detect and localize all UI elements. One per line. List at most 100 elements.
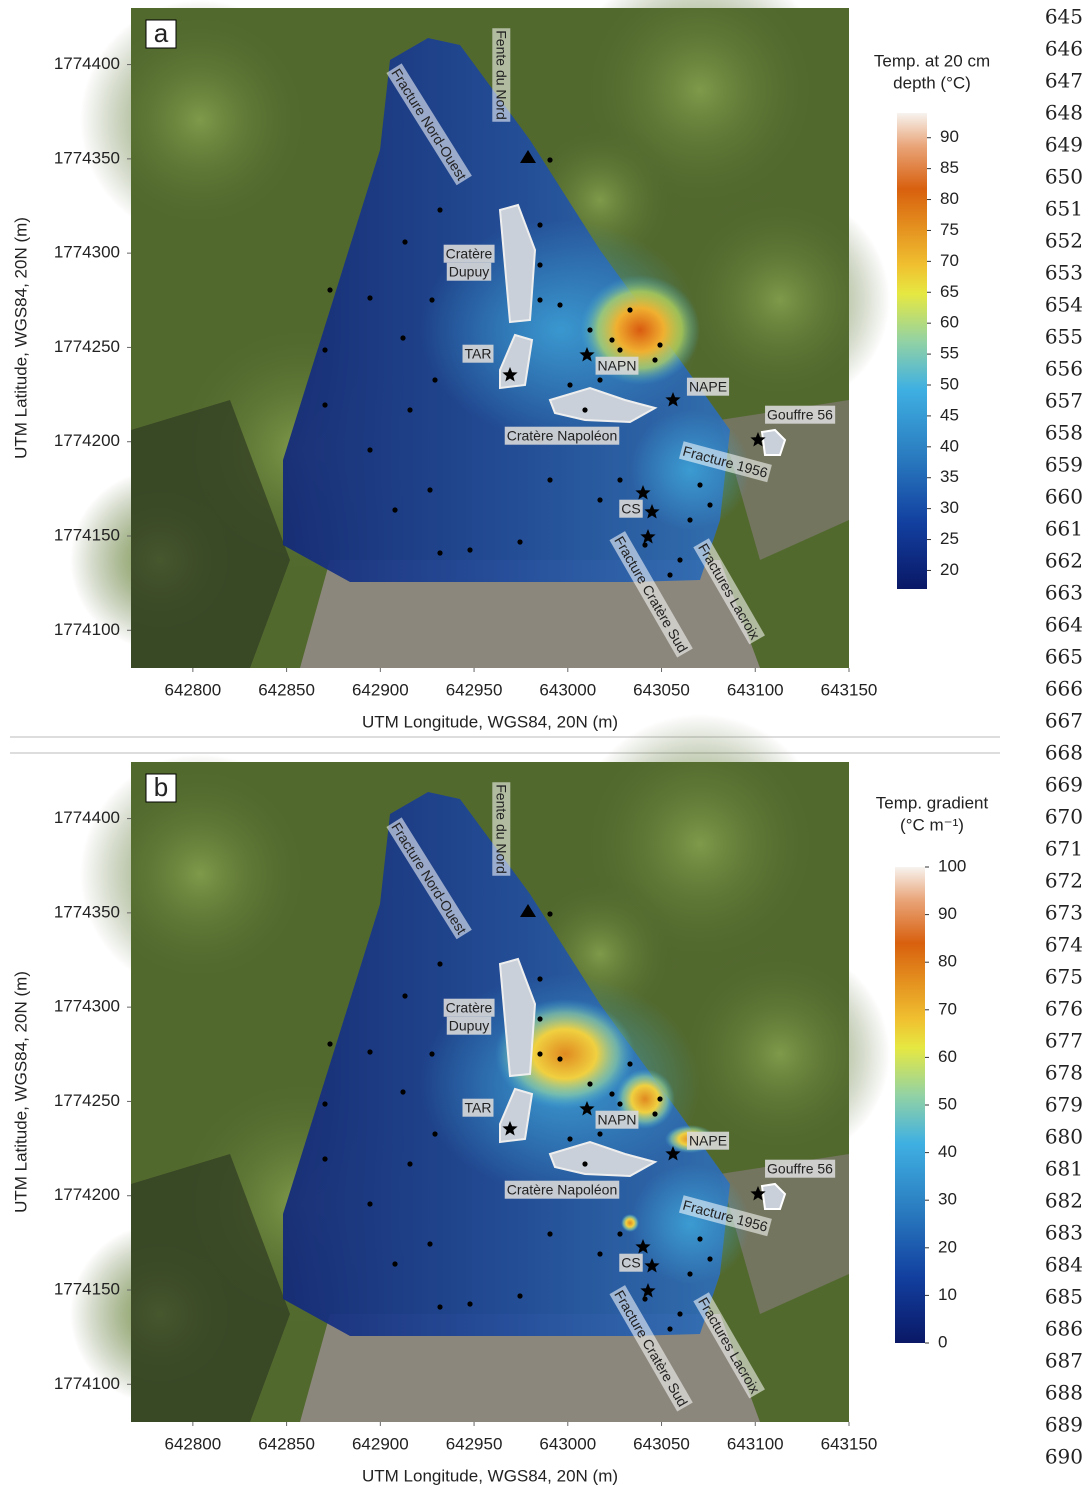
crater xyxy=(498,957,537,1078)
panel-label: a xyxy=(154,18,169,48)
measurement-point xyxy=(587,1081,593,1087)
x-tick-label: 643100 xyxy=(727,1434,784,1453)
line-number: 648 xyxy=(1045,101,1083,125)
colorbar-tick-label: 60 xyxy=(938,1047,957,1066)
panel-label-box xyxy=(145,773,177,803)
line-number: 657 xyxy=(1045,389,1083,413)
line-number: 667 xyxy=(1045,709,1083,733)
colorbar-tick-label: 30 xyxy=(940,498,959,517)
crater xyxy=(760,1182,787,1210)
measurement-point xyxy=(707,1256,713,1262)
map-annotation: Cratère xyxy=(446,246,493,262)
map-annotation: Fente du Nord xyxy=(493,30,509,120)
measurement-point xyxy=(587,327,593,333)
measurement-point xyxy=(582,1161,588,1167)
line-number: 670 xyxy=(1045,805,1083,829)
crater xyxy=(548,1140,658,1178)
line-number: 656 xyxy=(1045,357,1083,381)
measurement-point xyxy=(609,1091,615,1097)
map-annotation: TAR xyxy=(465,1100,492,1116)
colorbar-tick-label: 0 xyxy=(938,1332,947,1351)
fumarole-star xyxy=(635,485,651,500)
measurement-point xyxy=(657,342,663,348)
measurement-point xyxy=(437,1304,443,1310)
measurement-point xyxy=(437,961,443,967)
colorbar-tick-label: 20 xyxy=(940,560,959,579)
hot-zone xyxy=(621,1214,639,1232)
colorbar-tick-label: 90 xyxy=(938,904,957,923)
measurement-point xyxy=(582,407,588,413)
measurement-point xyxy=(467,1301,473,1307)
annotation-box xyxy=(446,262,492,281)
line-number: 679 xyxy=(1045,1093,1083,1117)
vegetation xyxy=(670,944,890,1164)
line-number: 646 xyxy=(1045,37,1083,61)
measurement-point xyxy=(322,1156,328,1162)
colorbar-tick-label: 50 xyxy=(938,1094,957,1113)
colorbar-tick-label: 100 xyxy=(938,856,966,875)
colorbar-title: depth (°C) xyxy=(893,73,971,92)
line-number: 686 xyxy=(1045,1317,1083,1341)
colorbar-tick-label: 20 xyxy=(938,1237,957,1256)
panel: Fracture Nord-Ouest Fente du NordCratèreD… xyxy=(11,0,990,731)
colorbar-title: (°C m⁻¹) xyxy=(900,815,964,834)
annotation-box xyxy=(386,63,472,186)
map-annotation: Cratère xyxy=(446,1000,493,1016)
line-number: 669 xyxy=(1045,773,1083,797)
colorbar-title: Temp. at 20 cm xyxy=(874,51,990,70)
fumarole-star xyxy=(665,392,681,407)
measurement-point xyxy=(652,1111,658,1117)
measurement-point xyxy=(407,1161,413,1167)
colorbar-tick-label: 40 xyxy=(940,436,959,455)
map-annotation: TAR xyxy=(465,346,492,362)
line-number: 690 xyxy=(1045,1445,1083,1469)
cool-zone xyxy=(630,410,750,530)
measurement-point xyxy=(429,297,435,303)
annotation-box xyxy=(443,998,495,1017)
y-tick-label: 1774100 xyxy=(54,1374,120,1393)
measurement-point xyxy=(697,1236,703,1242)
measurement-point xyxy=(567,382,573,388)
measurement-point xyxy=(367,1201,373,1207)
line-number: 666 xyxy=(1045,677,1083,701)
measurement-point xyxy=(547,1231,553,1237)
line-number: 649 xyxy=(1045,133,1083,157)
annotation-box xyxy=(595,356,639,375)
colorbar-tick-label: 70 xyxy=(940,251,959,270)
measurement-point xyxy=(327,1041,333,1047)
measurement-point xyxy=(322,347,328,353)
map-annotation: Cratère Napoléon xyxy=(507,1182,618,1198)
fumarole-star xyxy=(665,1146,681,1161)
line-number: 675 xyxy=(1045,965,1083,989)
line-number: 673 xyxy=(1045,901,1083,925)
annotation-box xyxy=(678,1195,772,1237)
annotation-box xyxy=(492,782,511,876)
line-number: 668 xyxy=(1045,741,1083,765)
measurement-point xyxy=(402,993,408,999)
fumarole-star xyxy=(579,347,595,362)
line-number: 653 xyxy=(1045,261,1083,285)
line-number: 652 xyxy=(1045,229,1083,253)
colorbar-tick-label: 45 xyxy=(940,405,959,424)
shadow-area xyxy=(131,1154,290,1422)
colorbar xyxy=(897,113,927,589)
annotation-box xyxy=(686,1131,730,1150)
fumarole-star xyxy=(640,1283,656,1298)
annotation-box xyxy=(619,499,643,518)
measurement-point xyxy=(327,287,333,293)
line-number: 689 xyxy=(1045,1413,1083,1437)
measurement-point xyxy=(367,295,373,301)
line-number: 684 xyxy=(1045,1253,1083,1277)
measurement-point xyxy=(537,976,543,982)
x-tick-label: 643100 xyxy=(727,680,784,699)
panel: Fracture Nord-Ouest Fente du NordCratèreD… xyxy=(11,714,989,1485)
map-annotation: Gouffre 56 xyxy=(767,1161,833,1177)
line-number: 663 xyxy=(1045,581,1083,605)
measurement-point xyxy=(557,302,563,308)
annotation-box xyxy=(504,1180,620,1199)
colorbar-tick-label: 50 xyxy=(940,374,959,393)
line-number: 677 xyxy=(1045,1029,1083,1053)
measurement-point xyxy=(617,347,623,353)
x-tick-label: 642950 xyxy=(446,680,503,699)
cool-zone xyxy=(630,1164,750,1284)
